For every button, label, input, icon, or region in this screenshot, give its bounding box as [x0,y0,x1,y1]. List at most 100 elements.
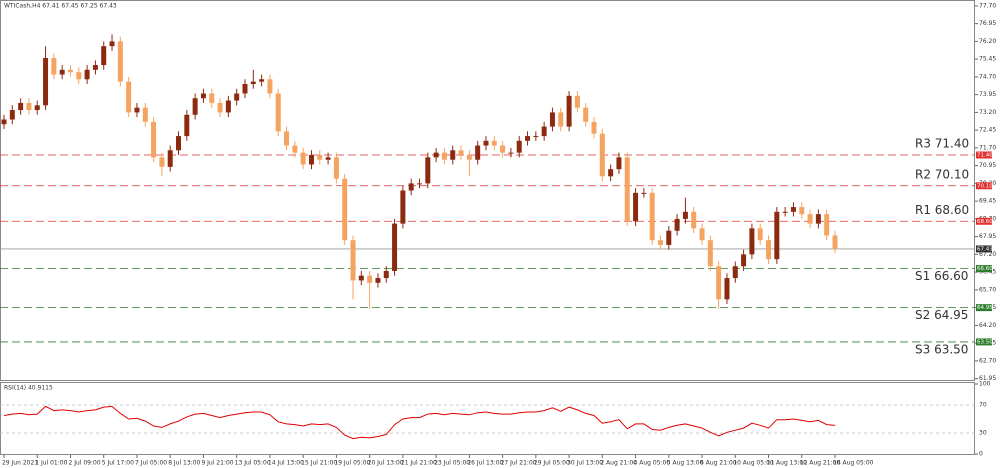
x-tick-label: 12 Aug 21:00 [800,460,841,467]
level-tag-label: 71.40 [977,153,993,159]
x-tick-label: 11 Aug 13:00 [767,460,808,467]
rsi-tick-label: 30 [979,430,987,437]
candle-body [815,214,821,224]
candle-body [757,228,763,241]
candle-body [26,102,32,111]
candle-body [234,93,240,101]
x-tick-label: 19 Jul 05:00 [334,460,370,467]
candle-body [699,228,705,241]
x-tick-label: 20 Jul 13:00 [368,460,404,467]
candle-body [491,140,497,146]
candle-body [657,240,663,245]
y-tick-label: 67.95 [979,233,996,240]
candle-body [450,150,456,160]
candle-body [358,275,364,281]
level-label: R3 71.40 [915,137,969,151]
last-price-tag-label: 67.43 [977,246,993,252]
candle-body [109,41,115,47]
x-tick-label: 23 Jul 05:00 [434,460,470,467]
candle-body [558,112,564,127]
candle-body [101,46,107,66]
candle-body [799,207,805,215]
candle-body [126,81,132,113]
candle-body [749,228,755,255]
candle-body [267,79,273,94]
rsi-title: RSI(14) 40.9115 [4,385,53,392]
x-tick-label: 5 Jul 17:00 [102,460,134,467]
x-tick-label: 10 Aug 05:00 [733,460,774,467]
x-tick-label: 29 Jun 2021 [2,460,38,467]
level-tag-label: 68.60 [977,219,993,225]
y-tick-label: 61.95 [979,375,996,382]
x-tick-label: 1 Jul 01:00 [35,460,67,467]
candle-body [209,93,215,103]
x-tick-label: 9 Jul 21:00 [201,460,233,467]
y-tick-label: 73.20 [979,109,996,116]
candle-body [200,93,206,99]
candle-body [242,84,248,94]
candle-body [425,157,431,184]
y-tick-label: 70.95 [979,162,996,169]
candle-body [9,110,15,120]
y-tick-label: 62.70 [979,357,996,364]
candle-body [782,211,788,213]
candle-body [142,107,148,122]
candle-body [51,57,57,75]
x-tick-label: 7 Jul 05:00 [135,460,167,467]
candle-body [641,192,647,194]
x-tick-label: 2 Jul 09:00 [68,460,100,467]
level-label: R1 68.60 [915,203,969,217]
candle-body [691,211,697,229]
level-tag-label: 70.10 [977,183,993,189]
last-price-tag [976,245,992,253]
candle-body [43,57,49,106]
candle-body [649,192,655,241]
x-tick-label: 27 Jul 21:00 [501,460,537,467]
candle-body [18,102,24,111]
candle-body [192,98,198,115]
rsi-pane [0,382,975,455]
candle-body [167,150,173,167]
candle-body [549,112,555,127]
level-tag [976,217,992,225]
candle-body [774,211,780,260]
level-tag-label: 63.50 [977,339,993,345]
candle-body [375,278,381,283]
candle-body [516,140,522,153]
candle-body [408,183,414,191]
level-label: S2 64.95 [915,308,968,322]
candle-body [400,190,406,224]
candle-body [608,169,614,177]
candle-body [466,155,472,160]
y-tick-label: 75.45 [979,56,996,63]
candle-body [184,114,190,137]
candle-body [616,157,622,170]
candle-body [766,240,772,260]
candle-body [92,65,98,70]
candle-body [566,95,572,127]
rsi-tick-label: 70 [979,402,987,409]
y-tick-label: 74.70 [979,73,996,80]
candle-body [417,183,422,185]
x-tick-label: 4 Aug 05:00 [634,460,671,467]
candle-body [292,145,298,153]
y-tick-label: 77.70 [979,2,996,9]
y-tick-label: 72.45 [979,127,996,134]
chart-title: WTICash,H4 67.41 67.45 67.25 67.43 [4,3,117,10]
candle-body [392,223,398,271]
candle-body [259,79,265,82]
candle-body [824,214,830,236]
candle-body [300,152,306,165]
x-tick-label: 15 Jul 21:00 [301,460,337,467]
candle-body [76,72,82,80]
candle-body [591,121,597,134]
candle-body [724,278,730,300]
x-tick-label: 30 Jul 13:00 [567,460,603,467]
x-tick-label: 2 Aug 21:00 [600,460,637,467]
candle-body [541,126,547,137]
level-label: S1 66.60 [915,269,968,283]
candle-body [284,131,290,146]
candle-body [325,157,331,160]
candle-body [807,214,813,224]
x-tick-label: 13 Jul 05:00 [235,460,271,467]
